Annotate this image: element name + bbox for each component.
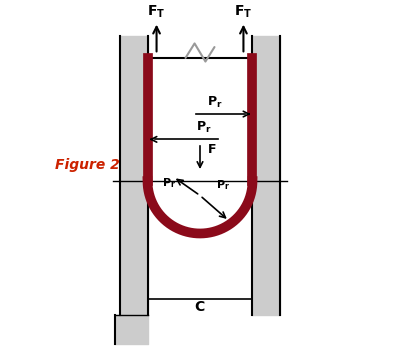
Text: Figure 2: Figure 2 — [55, 158, 120, 172]
Text: $\mathbf{C}$: $\mathbf{C}$ — [194, 300, 206, 315]
Text: $\mathbf{P_r}$: $\mathbf{P_r}$ — [196, 120, 212, 135]
Text: $\mathbf{P_r}$: $\mathbf{P_r}$ — [162, 176, 176, 190]
Text: $\mathbf{P_r}$: $\mathbf{P_r}$ — [216, 178, 230, 192]
Text: $\mathbf{F_T}$: $\mathbf{F_T}$ — [234, 4, 252, 20]
Text: $\mathbf{P_r}$: $\mathbf{P_r}$ — [207, 94, 222, 110]
Text: $\mathbf{F_T}$: $\mathbf{F_T}$ — [148, 4, 166, 20]
Text: $\mathbf{F}$: $\mathbf{F}$ — [206, 143, 216, 156]
